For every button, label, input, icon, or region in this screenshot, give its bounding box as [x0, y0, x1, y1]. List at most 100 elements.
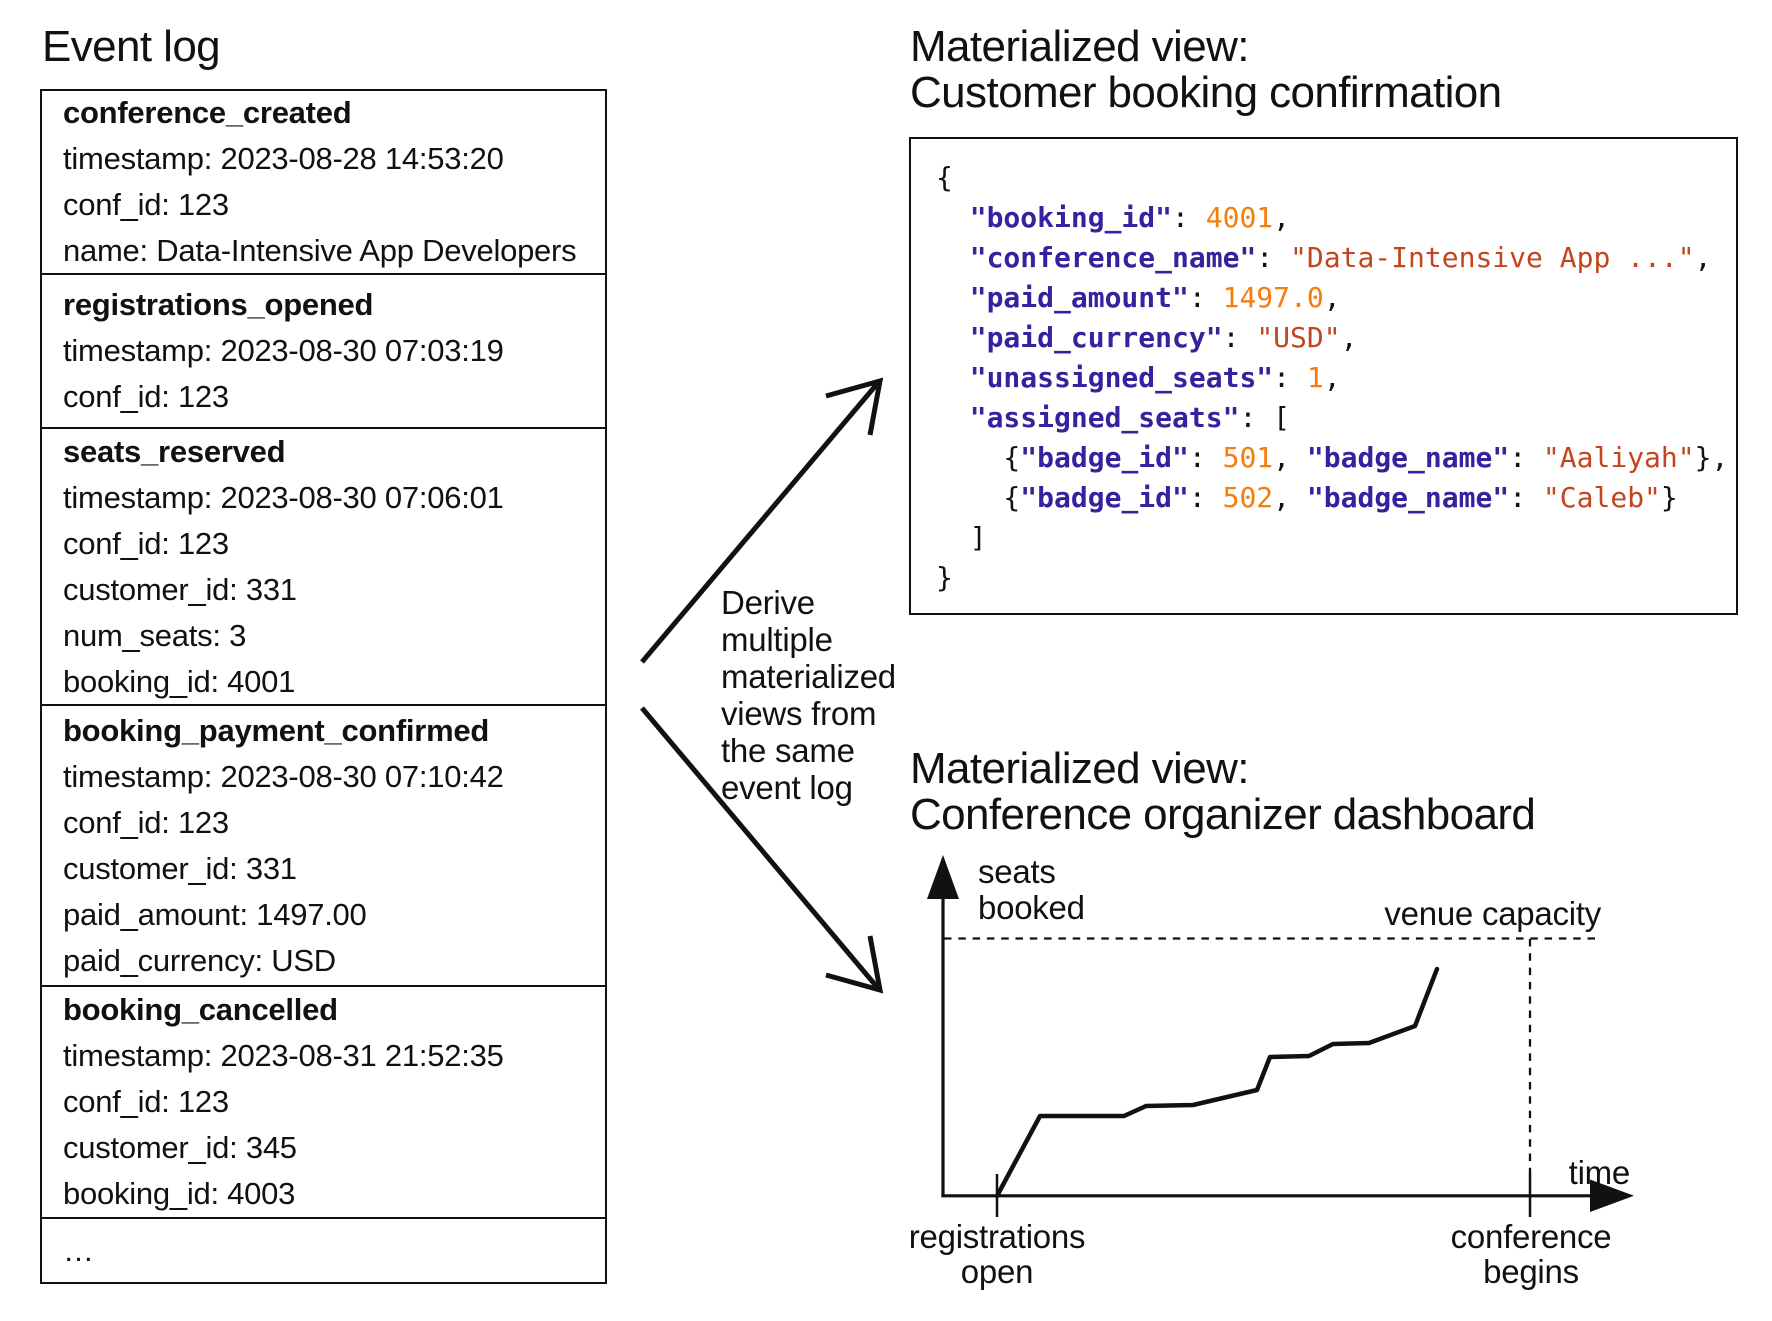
- json-code-line: "unassigned_seats": 1,: [936, 358, 1736, 398]
- json-token-punctuation: [936, 321, 970, 354]
- dashboard-chart: seats booked venue capacity time registr…: [909, 853, 1634, 1290]
- json-token-punctuation: :: [1188, 281, 1223, 314]
- json-token-number: 1497.0: [1222, 281, 1324, 314]
- y-axis-arrowhead-icon: [927, 855, 959, 899]
- derive-arrows-label: Derive multiple materialized views from …: [721, 584, 896, 806]
- json-token-string: "USD": [1256, 321, 1341, 354]
- x-axis-label: time: [1569, 1154, 1630, 1191]
- json-code-line: ]: [936, 518, 1736, 558]
- registrations-open-label-line: open: [961, 1253, 1033, 1290]
- json-token-punctuation: }: [1660, 481, 1678, 514]
- json-token-punctuation: ,: [1273, 481, 1307, 514]
- arrow-to-dashboard-shaft: [640, 706, 879, 989]
- event-field: conf_id: 123: [63, 804, 229, 840]
- event-log-title: Event log: [42, 22, 221, 71]
- json-token-punctuation: :: [1273, 361, 1307, 394]
- event-log-entry: conference_created timestamp: 2023-08-28 …: [42, 91, 605, 275]
- json-token-key: "assigned_seats": [969, 401, 1240, 434]
- event-log-entry: registrations_opened timestamp: 2023-08-3…: [42, 275, 605, 429]
- json-token-punctuation: ,: [1323, 361, 1341, 394]
- event-field: timestamp: 2023-08-31 21:52:35: [63, 1038, 504, 1073]
- json-token-string: "Aaliyah": [1542, 441, 1695, 474]
- y-axis-label-line: seats: [978, 853, 1056, 890]
- json-token-number: 502: [1222, 481, 1274, 514]
- event-field: conf_id: 123: [63, 1084, 229, 1119]
- json-token-punctuation: [936, 201, 970, 234]
- event-field: timestamp: 2023-08-28 14:53:20: [63, 141, 504, 176]
- event-field: paid_currency: USD: [63, 942, 336, 978]
- json-token-punctuation: ,: [1323, 281, 1341, 314]
- seats-booked-curve: [994, 966, 1440, 1199]
- json-token-punctuation: [936, 281, 970, 314]
- conference-begins-label-line: conference: [1451, 1218, 1612, 1255]
- json-token-punctuation: :: [1172, 201, 1206, 234]
- json-token-string: "Caleb": [1542, 481, 1661, 514]
- json-token-punctuation: :: [1188, 441, 1223, 474]
- json-code-line: }: [936, 558, 1736, 598]
- event-field: name: Data-Intensive App Developers: [63, 233, 577, 268]
- json-token-punctuation: {: [936, 481, 1021, 514]
- json-token-key: "badge_id": [1020, 441, 1189, 474]
- json-token-punctuation: :: [1256, 241, 1291, 274]
- arrow-to-confirmation-head-icon: [825, 377, 884, 436]
- json-token-punctuation: },: [1694, 441, 1729, 474]
- json-token-key: "booking_id": [969, 201, 1173, 234]
- y-axis-label-line: booked: [978, 889, 1085, 926]
- json-token-key: "badge_name": [1306, 481, 1510, 514]
- event-field: conf_id: 123: [63, 525, 229, 561]
- json-token-punctuation: [936, 401, 970, 434]
- json-token-punctuation: ,: [1694, 241, 1712, 274]
- event-field: timestamp: 2023-08-30 07:06:01: [63, 479, 504, 515]
- json-token-punctuation: }: [936, 561, 953, 594]
- json-token-punctuation: :: [1509, 481, 1543, 514]
- event-field: num_seats: 3: [63, 617, 247, 653]
- event-field: conf_id: 123: [63, 187, 229, 222]
- event-field: customer_id: 331: [63, 850, 297, 886]
- event-log-entry: booking_cancelled timestamp: 2023-08-31 2…: [42, 987, 605, 1219]
- event-field: timestamp: 2023-08-30 07:10:42: [63, 758, 504, 794]
- derive-label-line: multiple: [721, 621, 833, 658]
- json-token-key: "unassigned_seats": [969, 361, 1274, 394]
- json-token-key: "badge_id": [1020, 481, 1189, 514]
- derive-label-line: materialized: [721, 658, 896, 695]
- venue-capacity-label: venue capacity: [1384, 895, 1601, 932]
- event-log-entry: seats_reserved timestamp: 2023-08-30 07:0…: [42, 429, 605, 706]
- json-token-punctuation: :: [1222, 321, 1257, 354]
- event-name: registrations_opened: [63, 287, 374, 322]
- conference-begins-label-line: begins: [1483, 1253, 1579, 1290]
- json-code-line: "booking_id": 4001,: [936, 198, 1736, 238]
- json-token-key: "badge_name": [1306, 441, 1510, 474]
- event-field: booking_id: 4003: [63, 1176, 296, 1211]
- derive-arrows: [640, 377, 884, 994]
- event-field: booking_id: 4001: [63, 663, 296, 699]
- json-code-line: {: [936, 158, 1736, 198]
- event-name: booking_payment_confirmed: [63, 712, 490, 748]
- json-token-punctuation: ,: [1273, 201, 1291, 234]
- json-token-key: "paid_currency": [969, 321, 1223, 354]
- derive-label-line: event log: [721, 769, 853, 806]
- confirmation-json-box: { "booking_id": 4001, "conference_name":…: [909, 137, 1738, 615]
- json-token-number: 501: [1222, 441, 1274, 474]
- json-code-line: "paid_amount": 1497.0,: [936, 278, 1736, 318]
- json-token-string: "Data-Intensive App ...": [1290, 241, 1695, 274]
- event-field: conf_id: 123: [63, 379, 229, 414]
- json-token-punctuation: ,: [1273, 441, 1307, 474]
- event-field: timestamp: 2023-08-30 07:03:19: [63, 333, 504, 368]
- confirmation-view-title-line: Customer booking confirmation: [910, 68, 1502, 117]
- json-code-line: "conference_name": "Data-Intensive App .…: [936, 238, 1736, 278]
- derive-label-line: views from: [721, 695, 877, 732]
- registrations-open-label-line: registrations: [909, 1218, 1086, 1255]
- json-token-number: 1: [1306, 361, 1324, 394]
- event-log-ellipsis: …: [42, 1219, 605, 1282]
- json-code-line: {"badge_id": 502, "badge_name": "Caleb"}: [936, 478, 1736, 518]
- json-token-punctuation: :: [1509, 441, 1543, 474]
- event-log-entry: booking_payment_confirmed timestamp: 2023…: [42, 706, 605, 987]
- json-token-key: "conference_name": [969, 241, 1257, 274]
- json-token-punctuation: {: [936, 441, 1021, 474]
- confirmation-view-title-line: Materialized view:: [910, 22, 1249, 71]
- event-name: booking_cancelled: [63, 992, 338, 1027]
- confirmation-view-title: Materialized view: Customer booking conf…: [910, 24, 1502, 116]
- dashboard-view-title: Materialized view: Conference organizer …: [910, 746, 1536, 838]
- json-token-punctuation: {: [936, 161, 953, 194]
